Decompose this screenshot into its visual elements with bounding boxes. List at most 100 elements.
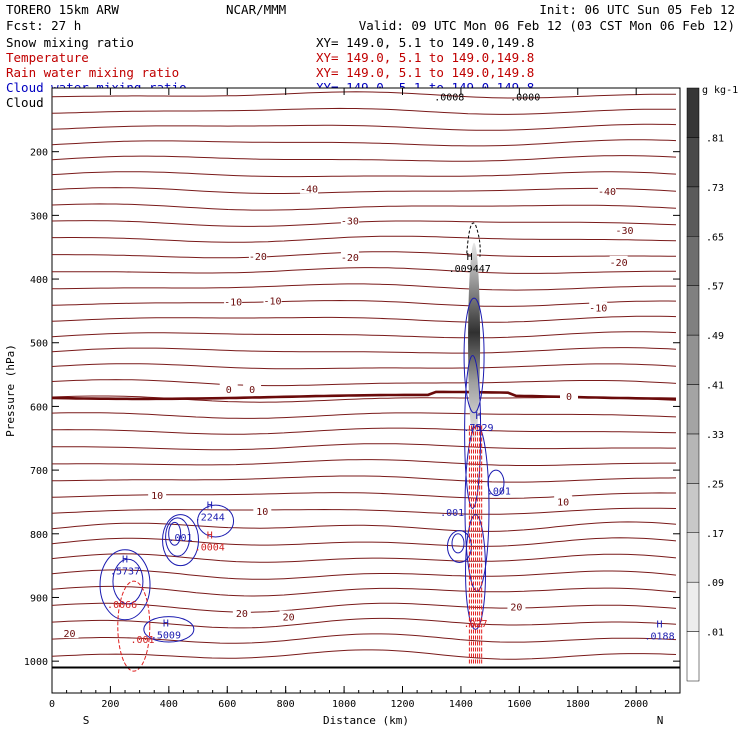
header: TORERO 15km ARW NCAR/MMM Init: 06 UTC Su… xyxy=(6,2,735,33)
label-mask xyxy=(507,600,526,612)
x-tick-label: 0 xyxy=(49,699,55,710)
x-axis-label: Distance (km) xyxy=(323,714,409,727)
label-mask xyxy=(232,606,251,618)
colorbar-swatch xyxy=(686,87,700,138)
temperature-label: -40 xyxy=(300,185,318,196)
isotherm xyxy=(51,283,676,291)
isotherm xyxy=(52,459,676,466)
isotherm xyxy=(51,299,677,307)
label-mask xyxy=(279,610,298,622)
maximum-marker: H xyxy=(207,501,213,512)
x-tick-label: 1800 xyxy=(566,699,590,710)
label-mask xyxy=(148,488,167,500)
model-name: TORERO 15km ARW xyxy=(6,2,119,17)
cloud-water-contour xyxy=(487,469,505,497)
y-tick-label: 1000 xyxy=(24,657,48,668)
x-tick-label: 400 xyxy=(160,699,178,710)
cloud-water-contour xyxy=(99,549,151,621)
maximum-marker: H xyxy=(657,620,663,631)
contour-label: .001 xyxy=(131,635,155,646)
y-axis-label: Pressure (hPa) xyxy=(4,344,17,437)
axes: 0 200 400 600 800 1000 1200 1400 1600 1800 2000200… xyxy=(4,88,681,727)
label-mask xyxy=(60,627,79,639)
maximum-value: .7529 xyxy=(463,423,493,434)
cloud-water-contour xyxy=(143,616,195,643)
colorbar-label: .09 xyxy=(706,578,724,589)
maximum-marker: H xyxy=(163,618,169,629)
temperature-label: -10 xyxy=(589,304,607,315)
isotherm xyxy=(52,427,677,435)
temperature-label: 20 xyxy=(510,602,522,613)
cloud-water-contour xyxy=(197,504,235,538)
plot-frame xyxy=(51,87,681,694)
colorbar-swatch xyxy=(686,137,700,188)
temperature-label: 10 xyxy=(151,491,163,502)
maximum-marker: H xyxy=(467,252,473,263)
temperature-label: 0 xyxy=(226,385,232,396)
colorbar-label: .25 xyxy=(706,479,724,490)
isotherm xyxy=(51,379,677,387)
colorbar-swatch xyxy=(686,532,700,583)
maximum-marker: H xyxy=(475,411,481,422)
isotherm xyxy=(51,331,677,339)
maximum-marker: H xyxy=(207,531,213,542)
isotherm xyxy=(51,187,677,194)
isotherm xyxy=(51,347,677,354)
cloud-water-contour xyxy=(465,514,487,630)
isotherm xyxy=(51,107,676,115)
north-label: N xyxy=(657,714,664,727)
x-tick-label: 800 xyxy=(277,699,295,710)
y-tick-label: 900 xyxy=(30,593,48,604)
isotherm xyxy=(51,507,677,515)
colorbar: .01 .09 .17 .25 .33 .41 .49 .57 .65 .73 .81 g kg-1 xyxy=(686,85,738,682)
init-time: Init: 06 UTC Sun 05 Feb 12 xyxy=(539,2,735,17)
colorbar-swatch xyxy=(686,483,700,534)
x-tick-label: 1000 xyxy=(332,699,356,710)
temperature-label: 0 xyxy=(566,392,572,403)
temperature-label: 10 xyxy=(256,507,268,518)
x-tick-label: 1400 xyxy=(449,699,473,710)
isotherm xyxy=(51,315,677,323)
isotherm xyxy=(51,203,677,211)
isotherm xyxy=(51,443,676,451)
y-tick-label: 300 xyxy=(30,211,48,222)
maximum-marker: H xyxy=(122,555,128,566)
contour-label: .001 xyxy=(440,508,464,519)
maximum-value: .5009 xyxy=(151,630,181,641)
label-mask xyxy=(560,390,579,402)
colorbar-swatch xyxy=(686,334,700,385)
contour-label: .027 xyxy=(463,619,487,630)
cloud-water-contour xyxy=(162,514,200,567)
label-mask xyxy=(589,301,608,313)
y-tick-label: 600 xyxy=(30,402,48,413)
cloud-water-contour xyxy=(464,354,482,509)
south-label: S xyxy=(83,714,90,727)
colorbar-label: .81 xyxy=(706,133,724,144)
y-tick-label: 200 xyxy=(30,148,48,159)
maximum-value: .2244 xyxy=(195,513,225,524)
label-mask xyxy=(248,250,267,262)
y-tick-label: 400 xyxy=(30,275,48,286)
label-mask xyxy=(224,295,243,307)
rain-contours xyxy=(117,425,483,672)
colorbar-swatch xyxy=(686,581,700,632)
temperature-label: -40 xyxy=(598,187,616,198)
maximum-value: .0004 xyxy=(195,543,225,554)
isotherm xyxy=(51,220,677,227)
isotherm xyxy=(52,267,676,274)
maximum-value: .0188 xyxy=(644,632,674,643)
colorbar-label: .17 xyxy=(706,529,724,540)
label-mask xyxy=(554,495,573,507)
colorbar-label: .33 xyxy=(706,430,724,441)
isotherm xyxy=(52,235,677,243)
temperature-label: 20 xyxy=(283,613,295,624)
temperature-label: -10 xyxy=(263,297,281,308)
x-tick-label: 200 xyxy=(101,699,119,710)
temperature-label: 20 xyxy=(236,609,248,620)
isotherm xyxy=(51,602,677,613)
isotherm xyxy=(52,251,676,259)
cloud-water-contours xyxy=(99,297,505,643)
maximum-value: .009447 xyxy=(449,264,491,275)
temperature-contours: -40 -40 -30 -30 -20 -20 -20 -10 -10 -10 0 0 0 10 10 10 2… xyxy=(51,91,677,660)
temperature-label: -10 xyxy=(224,297,242,308)
